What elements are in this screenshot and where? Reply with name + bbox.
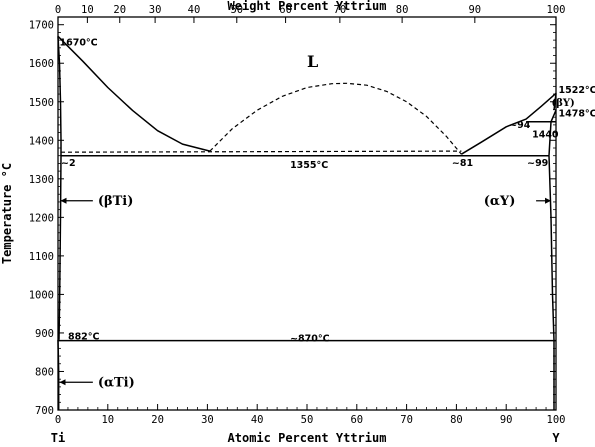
right-component-label: Y <box>552 431 560 445</box>
temperature-label: 1670°C <box>59 37 97 48</box>
phase-label: (αTi) <box>98 375 135 390</box>
x2-tick-label: 10 <box>81 4 94 16</box>
x2-tick-label: 70 <box>334 4 347 16</box>
phase-label: (βY) <box>552 98 575 109</box>
y-tick-label: 1500 <box>29 97 54 109</box>
phase-label: L <box>307 52 318 71</box>
composition-label: ~99 <box>527 158 548 169</box>
phase-line-solidus-betaTi <box>57 36 62 156</box>
composition-label: ~2 <box>61 158 76 169</box>
y-axis-title: Temperature °C <box>0 163 14 264</box>
phase-line-solvus-betaTi <box>58 155 62 340</box>
composition-label: ~94 <box>509 120 531 131</box>
phase-line-betaY-upper <box>553 93 557 111</box>
y-tick-label: 1400 <box>29 135 54 147</box>
x-tick-label: 100 <box>547 414 566 426</box>
x-tick-label: 10 <box>101 414 114 426</box>
phase-line-betaY-field <box>548 109 557 156</box>
arrow-alphaTi-head <box>59 379 66 386</box>
y-tick-label: 1000 <box>29 289 54 301</box>
phase-line-liquidus-left <box>57 35 211 152</box>
y-tick-label: 800 <box>35 366 54 378</box>
phase-label: (αY) <box>484 194 516 209</box>
phase-line-miscibility-gap <box>209 82 462 155</box>
y-tick-label: 900 <box>35 328 54 340</box>
x2-tick-label: 80 <box>396 4 409 16</box>
y-tick-label: 1300 <box>29 174 54 186</box>
arrow-alphaY-head <box>545 197 552 204</box>
temperature-label: 1355°C <box>290 160 328 171</box>
y-tick-label: 1100 <box>29 251 54 263</box>
x-tick-label: 20 <box>151 414 164 426</box>
x2-tick-label: 100 <box>547 4 566 16</box>
x-tick-label: 50 <box>301 414 314 426</box>
phase-line-solvus-alphaTi <box>57 339 60 410</box>
temperature-label: 1522°C <box>558 85 595 96</box>
x-tick-label: 30 <box>201 414 214 426</box>
x-axis-title: Atomic Percent Yttrium <box>228 431 387 445</box>
x2-tick-label: 90 <box>468 4 481 16</box>
plot-frame <box>57 16 557 411</box>
temperature-label: ~870°C <box>290 334 330 345</box>
x2-tick-label: 40 <box>188 4 201 16</box>
x-tick-label: 60 <box>350 414 363 426</box>
y-tick-label: 1200 <box>29 212 54 224</box>
temperature-label: 1440 <box>532 129 559 140</box>
phase-line-metastable-monotectic <box>60 150 462 153</box>
y-tick-label: 1700 <box>29 20 54 32</box>
x2-axis-title: Weight Percent Yttrium <box>228 0 387 13</box>
x2-tick-label: 0 <box>55 4 61 16</box>
temperature-label: 882°C <box>68 332 100 343</box>
x2-tick-label: 50 <box>230 4 243 16</box>
x2-tick-label: 30 <box>149 4 162 16</box>
x-tick-label: 70 <box>400 414 413 426</box>
composition-label: ~81 <box>452 158 473 169</box>
x-tick-label: 80 <box>450 414 463 426</box>
left-component-label: Ti <box>51 431 65 445</box>
phase-line-liquidus-right <box>461 92 557 155</box>
x-tick-label: 90 <box>500 414 513 426</box>
y-tick-label: 700 <box>35 405 54 417</box>
y-tick-label: 1600 <box>29 58 54 70</box>
x2-tick-label: 60 <box>279 4 292 16</box>
arrow-betaTi-head <box>60 197 67 204</box>
temperature-label: 1478°C <box>558 109 595 120</box>
phase-label: (βTi) <box>98 194 134 209</box>
x2-tick-label: 20 <box>113 4 126 16</box>
x-tick-label: 40 <box>251 414 264 426</box>
x-tick-label: 0 <box>55 414 61 426</box>
phase-line-solvus-alphaY <box>548 155 555 410</box>
